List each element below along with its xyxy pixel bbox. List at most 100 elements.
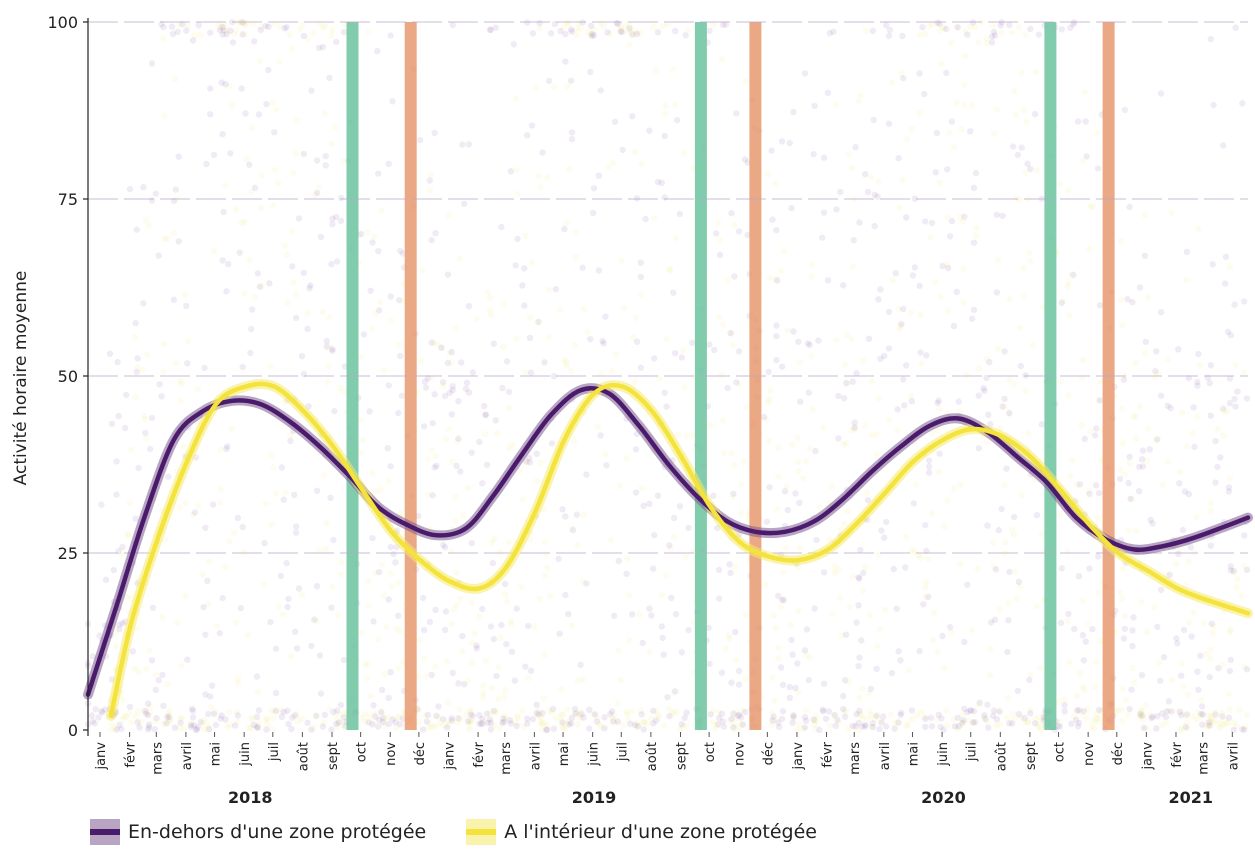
scatter-point: [518, 583, 525, 590]
scatter-point: [527, 369, 535, 376]
scatter-point: [432, 230, 439, 237]
scatter-point: [326, 74, 333, 82]
scatter-point: [711, 346, 718, 354]
scatter-point: [568, 622, 576, 629]
scatter-point: [506, 717, 514, 724]
scatter-point: [705, 624, 712, 631]
scatter-point: [431, 129, 438, 137]
scatter-point: [1205, 712, 1213, 719]
scatter-point: [501, 718, 508, 725]
scatter-point: [627, 720, 634, 727]
scatter-point: [856, 575, 863, 582]
scatter-point: [1080, 708, 1088, 715]
scatter-point: [189, 37, 197, 44]
scatter-point: [797, 398, 804, 405]
scatter-point: [330, 708, 337, 716]
scatter-point: [256, 57, 264, 64]
scatter-point: [177, 377, 184, 384]
scatter-point: [786, 139, 793, 147]
scatter-point: [834, 716, 841, 724]
scatter-point: [219, 31, 226, 38]
scatter-point: [970, 708, 978, 715]
scatter-point: [557, 716, 564, 724]
scatter-point: [156, 381, 163, 388]
scatter-point: [289, 714, 296, 721]
scatter-point: [514, 713, 521, 720]
scatter-point: [953, 23, 960, 30]
scatter-point: [559, 506, 566, 513]
scatter-point: [1071, 625, 1078, 633]
scatter-point: [1181, 488, 1189, 495]
scatter-point: [936, 179, 943, 186]
scatter-point: [1031, 720, 1039, 727]
scatter-point: [631, 721, 639, 729]
scatter-point: [1178, 409, 1186, 416]
scatter-point: [550, 84, 558, 91]
scatter-point: [233, 708, 241, 715]
scatter-point: [1067, 473, 1074, 480]
scatter-point: [119, 620, 126, 627]
scatter-point: [877, 286, 884, 293]
scatter-point: [998, 29, 1005, 37]
scatter-point: [131, 665, 138, 672]
scatter-point: [1220, 661, 1227, 669]
scatter-point: [118, 725, 125, 732]
scatter-point: [1126, 203, 1133, 211]
scatter-point: [473, 315, 480, 323]
scatter-point: [1085, 487, 1092, 494]
scatter-point: [419, 594, 427, 602]
scatter-point: [416, 719, 423, 726]
scatter-point: [139, 366, 146, 373]
scatter-point: [178, 662, 185, 670]
scatter-point: [490, 635, 497, 643]
scatter-point: [1220, 408, 1228, 416]
scatter-point: [1078, 422, 1086, 429]
scatter-point: [778, 596, 786, 604]
x-tick-label: juin: [587, 742, 602, 767]
scatter-point: [1194, 413, 1201, 420]
scatter-point: [151, 726, 158, 733]
scatter-point: [1207, 718, 1215, 725]
scatter-point: [1138, 707, 1146, 714]
scatter-point: [661, 722, 668, 729]
scatter-point: [540, 720, 547, 727]
scatter-point: [799, 725, 807, 732]
scatter-point: [902, 564, 909, 571]
scatter-point: [503, 598, 511, 605]
x-tick-label: nov: [384, 742, 399, 766]
scatter-point: [503, 640, 510, 648]
scatter-point: [1026, 676, 1033, 684]
scatter-point: [1159, 481, 1167, 489]
scatter-point: [1030, 342, 1037, 349]
x-tick-label: oct: [1053, 742, 1068, 762]
scatter-point: [802, 651, 810, 659]
scatter-point: [1009, 143, 1017, 150]
scatter-point: [158, 20, 165, 28]
scatter-point: [534, 319, 541, 326]
scatter-point: [856, 219, 863, 226]
scatter-point: [490, 707, 497, 714]
scatter-point: [304, 310, 311, 317]
scatter-point: [544, 564, 551, 572]
scatter-point: [272, 106, 280, 113]
scatter-point: [1015, 23, 1023, 31]
scatter-point: [468, 718, 475, 725]
x-tick-label: mars: [848, 742, 863, 775]
scatter-point: [809, 406, 816, 413]
scatter-point: [166, 716, 174, 724]
scatter-point: [774, 277, 781, 284]
scatter-point: [1035, 31, 1043, 38]
scatter-point: [331, 407, 338, 415]
scatter-point: [319, 24, 327, 31]
scatter-point: [1162, 713, 1170, 721]
scatter-point: [1018, 492, 1025, 499]
scatter-point: [176, 21, 183, 28]
scatter-point: [278, 713, 285, 720]
scatter-point: [459, 647, 466, 655]
scatter-point: [1018, 144, 1025, 151]
scatter-point: [897, 322, 904, 330]
scatter-point: [115, 412, 122, 420]
scatter-point: [891, 725, 898, 732]
scatter-point: [980, 385, 987, 392]
scatter-point: [911, 264, 918, 271]
